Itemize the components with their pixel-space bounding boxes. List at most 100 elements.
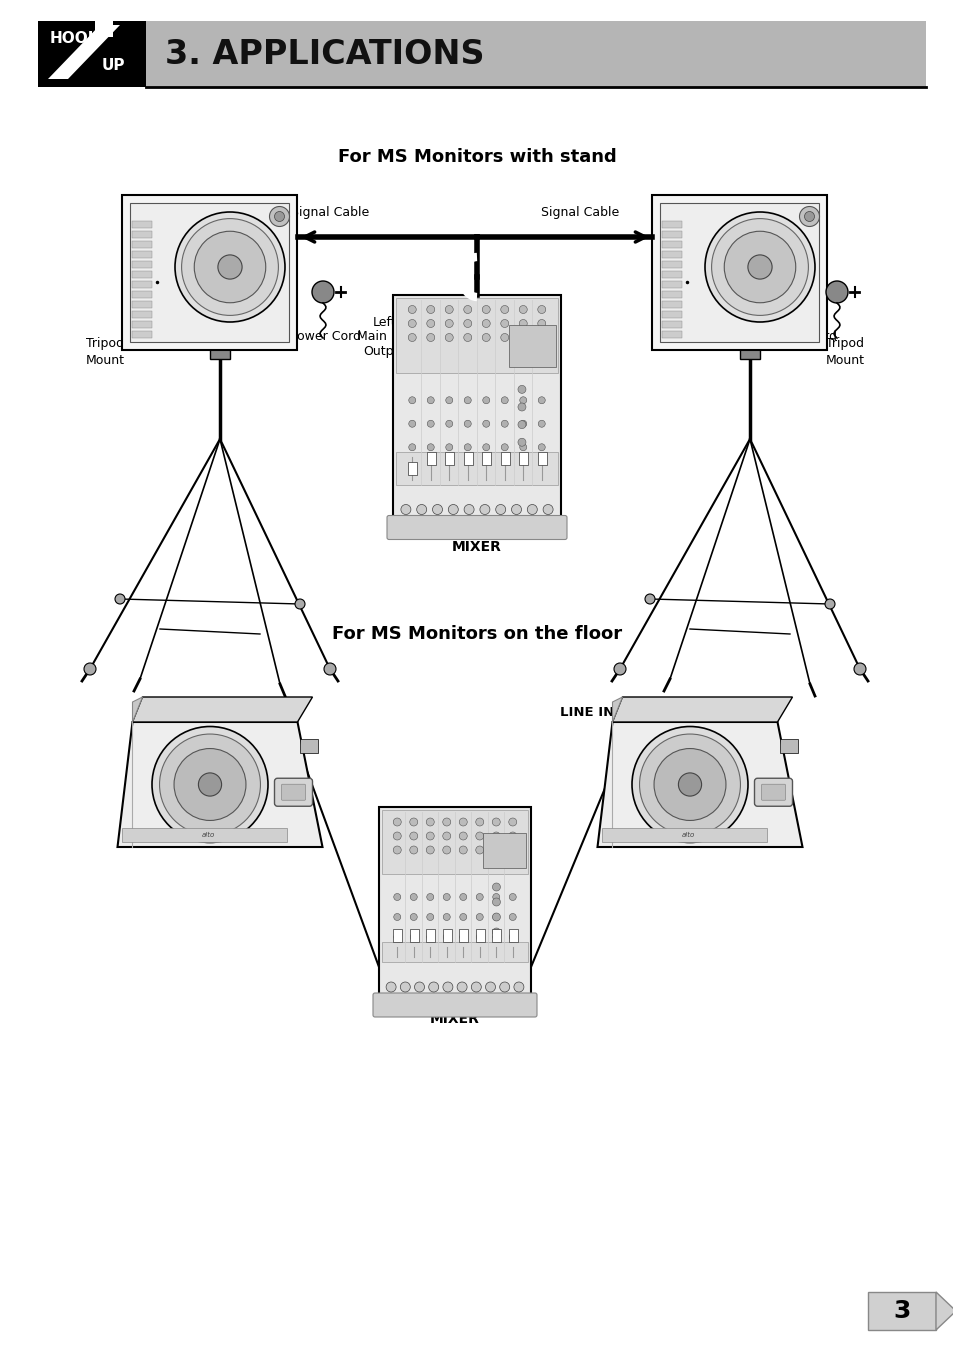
Bar xyxy=(146,22,925,87)
Circle shape xyxy=(443,894,450,900)
Text: MIXER: MIXER xyxy=(452,539,501,554)
Text: Right: Right xyxy=(493,315,526,329)
Circle shape xyxy=(517,403,525,411)
Circle shape xyxy=(509,914,516,921)
Circle shape xyxy=(631,726,747,842)
Bar xyxy=(131,203,289,342)
Bar xyxy=(661,311,681,318)
Circle shape xyxy=(500,306,508,314)
Circle shape xyxy=(84,662,96,675)
Circle shape xyxy=(445,420,453,427)
Circle shape xyxy=(704,212,814,322)
Circle shape xyxy=(500,334,508,342)
Bar xyxy=(458,929,468,942)
Circle shape xyxy=(508,846,517,854)
Circle shape xyxy=(537,396,545,404)
Polygon shape xyxy=(48,24,120,78)
Circle shape xyxy=(519,396,526,404)
FancyBboxPatch shape xyxy=(281,784,305,800)
Circle shape xyxy=(174,212,285,322)
Circle shape xyxy=(476,894,483,900)
Polygon shape xyxy=(612,698,792,722)
Polygon shape xyxy=(132,698,313,722)
Circle shape xyxy=(464,396,471,404)
Bar xyxy=(393,929,402,942)
Circle shape xyxy=(408,334,416,342)
Circle shape xyxy=(482,319,490,327)
Bar xyxy=(95,19,112,37)
Circle shape xyxy=(463,504,474,515)
Circle shape xyxy=(537,319,545,327)
Circle shape xyxy=(500,319,508,327)
Circle shape xyxy=(443,933,450,941)
Circle shape xyxy=(508,818,517,826)
Bar xyxy=(132,300,152,307)
Bar xyxy=(492,929,500,942)
Circle shape xyxy=(442,831,450,840)
Circle shape xyxy=(432,504,442,515)
Bar xyxy=(602,827,767,842)
Circle shape xyxy=(159,734,260,836)
Circle shape xyxy=(492,846,499,854)
Circle shape xyxy=(408,306,416,314)
Bar xyxy=(122,195,297,350)
Circle shape xyxy=(463,334,471,342)
Circle shape xyxy=(394,914,400,921)
Circle shape xyxy=(410,818,417,826)
Bar xyxy=(659,203,819,342)
Circle shape xyxy=(194,231,266,303)
Bar xyxy=(483,833,525,868)
Circle shape xyxy=(492,913,500,921)
Text: Output: Output xyxy=(363,346,406,358)
Circle shape xyxy=(442,818,450,826)
Circle shape xyxy=(442,982,453,992)
Circle shape xyxy=(426,933,434,941)
Bar xyxy=(426,452,436,465)
Circle shape xyxy=(514,982,523,992)
Circle shape xyxy=(509,894,516,900)
Bar xyxy=(537,452,546,465)
Circle shape xyxy=(427,420,434,427)
Circle shape xyxy=(492,898,500,906)
Circle shape xyxy=(427,396,434,404)
Polygon shape xyxy=(132,698,142,722)
Circle shape xyxy=(614,662,625,675)
Bar xyxy=(132,220,152,227)
Circle shape xyxy=(853,662,865,675)
Circle shape xyxy=(537,420,545,427)
Text: MAIN OUT LEFT: MAIN OUT LEFT xyxy=(155,760,264,773)
Bar xyxy=(661,270,681,277)
Bar xyxy=(652,195,826,350)
Circle shape xyxy=(269,207,289,227)
Circle shape xyxy=(711,219,807,315)
FancyBboxPatch shape xyxy=(387,515,566,539)
Bar xyxy=(132,241,152,247)
Bar xyxy=(410,929,418,942)
Circle shape xyxy=(492,927,500,936)
Bar xyxy=(122,827,287,842)
Circle shape xyxy=(459,894,466,900)
Bar xyxy=(476,929,484,942)
Bar xyxy=(395,453,558,484)
Circle shape xyxy=(458,818,467,826)
Circle shape xyxy=(426,894,434,900)
Circle shape xyxy=(482,306,490,314)
Circle shape xyxy=(511,504,521,515)
Circle shape xyxy=(459,914,466,921)
Bar xyxy=(661,291,681,297)
Bar xyxy=(482,452,491,465)
Circle shape xyxy=(394,933,400,941)
Circle shape xyxy=(747,256,771,279)
Bar xyxy=(210,347,230,360)
Bar xyxy=(661,241,681,247)
Circle shape xyxy=(482,396,489,404)
Circle shape xyxy=(517,385,525,393)
Circle shape xyxy=(500,443,508,450)
Circle shape xyxy=(723,231,795,303)
Bar xyxy=(408,461,416,475)
Circle shape xyxy=(386,982,395,992)
Circle shape xyxy=(537,306,545,314)
Circle shape xyxy=(500,420,508,427)
Circle shape xyxy=(542,504,553,515)
Bar xyxy=(132,330,152,338)
